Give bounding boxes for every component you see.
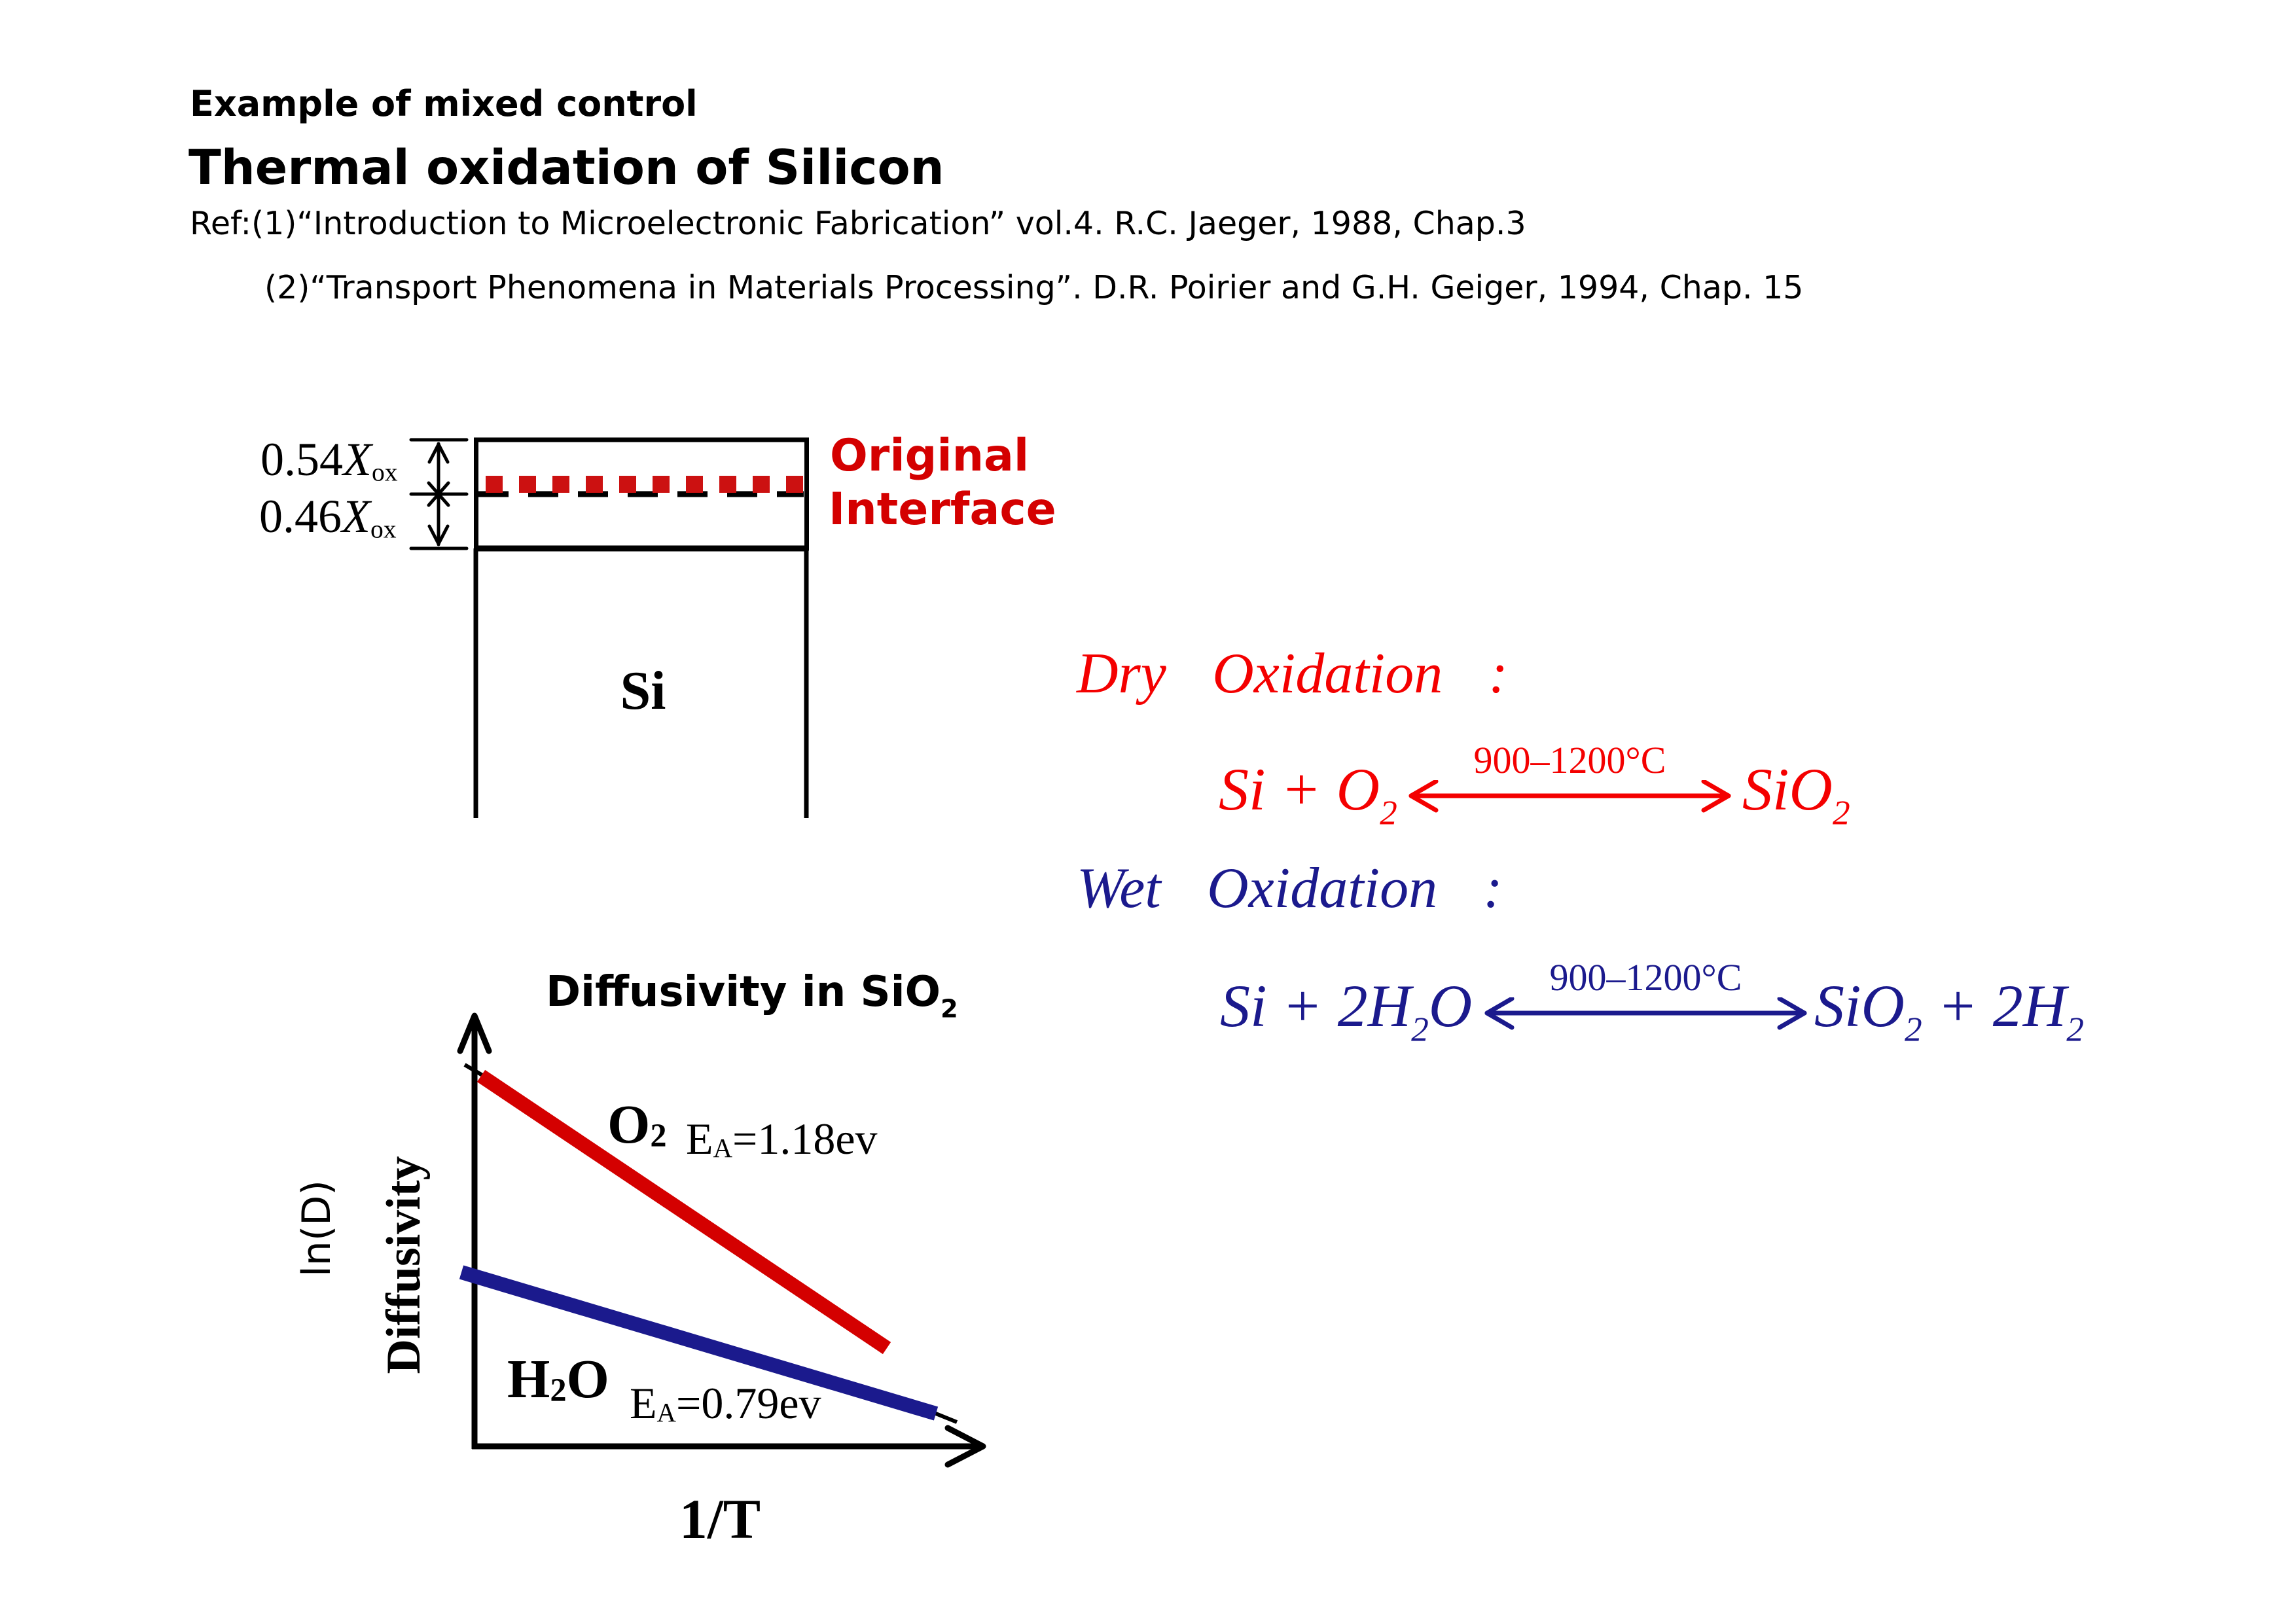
dimension-arrow-up-icon (427, 442, 450, 464)
lower-thickness-value: 0.46 (259, 490, 342, 543)
wet-rhs-subscript2: 2 (2066, 1009, 2084, 1049)
o2-ea-subscript: A (713, 1133, 733, 1163)
original-interface-label-line2: Interface (829, 484, 1056, 535)
original-interface-label-line1: Original (830, 430, 1030, 482)
wet-reaction-products: SiO2 + 2H2 (1814, 976, 2084, 1047)
upper-thickness-subscript: ox (371, 457, 398, 487)
silicon-oxide-diagram (409, 437, 809, 818)
h2o-label-subscript: 2 (550, 1372, 567, 1409)
upper-thickness-label: 0.54Xox (260, 436, 398, 486)
reference-line-1: Ref:(1)“Introduction to Microelectronic … (190, 205, 1526, 242)
dry-oxidation-heading: Dry Oxidation : (1077, 642, 1508, 705)
thickness-dimension-arrows (409, 438, 469, 550)
slide-subtitle: Example of mixed control (190, 83, 698, 124)
o2-ea-symbol: E (686, 1114, 713, 1164)
h2o-label-text: H (507, 1349, 550, 1410)
wet-reaction-condition: 900–1200°C (1480, 958, 1811, 997)
wet-oxidation-heading: Wet Oxidation : (1077, 857, 1503, 920)
wet-reaction-arrow-block: 900–1200°C (1480, 958, 1811, 1037)
lower-thickness-label: 0.46Xox (259, 493, 397, 543)
diffusivity-chart (457, 1012, 986, 1468)
o2-series-label: O2 (607, 1097, 667, 1152)
reference-line-2: (2)“Transport Phenomena in Materials Pro… (264, 269, 1804, 306)
substrate-label: Si (620, 660, 666, 721)
dimension-arrow-down-icon (427, 524, 450, 546)
dry-reaction-arrow-block: 900–1200°C (1405, 741, 1735, 819)
h2o-ea-subscript: A (656, 1397, 677, 1427)
o2-activation-energy-label: EA=1.18ev (686, 1116, 878, 1162)
h2o-diffusivity-line (459, 1265, 939, 1421)
wet-reaction-reactants: Si + 2H2O (1220, 976, 1472, 1047)
upper-thickness-symbol: X (343, 433, 372, 486)
wet-rhs-text1: SiO (1814, 972, 1905, 1039)
x-axis-label: 1/T (679, 1488, 761, 1550)
chart-title-subscript: 2 (940, 994, 958, 1024)
wet-rhs-subscript1: 2 (1905, 1009, 1922, 1049)
wet-condition-unit: °C (1701, 956, 1742, 999)
h2o-activation-energy-label: EA=0.79ev (630, 1381, 821, 1427)
dry-reaction-product: SiO2 (1742, 759, 1850, 830)
lower-thickness-symbol: X (342, 490, 370, 543)
y-axis-label-diffusivity: Diffusivity (377, 1156, 431, 1374)
dry-reaction-condition: 900–1200°C (1405, 741, 1735, 780)
wet-lhs-text2: O (1428, 972, 1473, 1039)
wet-rhs-text2: + 2H (1922, 972, 2067, 1039)
dry-condition-range: 900–1200 (1473, 739, 1626, 781)
h2o-series-label: H2O (507, 1352, 609, 1407)
dry-double-arrow-icon (1408, 780, 1731, 813)
o2-ea-value: =1.18ev (732, 1114, 878, 1164)
interface-red-squares (486, 476, 803, 493)
wet-condition-range: 900–1200 (1549, 956, 1702, 999)
o2-label-text: O (607, 1094, 651, 1155)
wet-double-arrow-icon (1484, 997, 1807, 1030)
y-axis-label-lnD: ln(D) (294, 1180, 340, 1277)
o2-label-subscript: 2 (650, 1117, 667, 1154)
dry-rhs-subscript: 2 (1833, 793, 1850, 832)
dry-lhs-text: Si + O (1219, 756, 1380, 823)
y-axis-arrow-icon (457, 1012, 492, 1054)
h2o-label-text2: O (566, 1349, 609, 1410)
chart-title-text: Diffusivity in SiO (546, 968, 941, 1016)
o2-diffusivity-line (476, 1069, 891, 1355)
dry-rhs-text: SiO (1742, 756, 1833, 823)
dimension-arrow-cross-icon (427, 481, 450, 507)
upper-thickness-value: 0.54 (260, 433, 343, 486)
h2o-ea-symbol: E (630, 1378, 657, 1428)
dry-lhs-subscript: 2 (1380, 793, 1397, 832)
dry-condition-unit: °C (1625, 739, 1666, 781)
x-axis-arrow-icon (944, 1425, 986, 1468)
lower-thickness-subscript: ox (370, 514, 397, 544)
wet-lhs-text1: Si + 2H (1220, 972, 1412, 1039)
dry-reaction-reactants: Si + O2 (1219, 759, 1397, 830)
h2o-ea-value: =0.79ev (676, 1378, 821, 1428)
wet-lhs-subscript1: 2 (1411, 1009, 1429, 1049)
chart-title: Diffusivity in SiO2 (546, 971, 958, 1022)
slide-title: Thermal oxidation of Silicon (188, 140, 944, 196)
